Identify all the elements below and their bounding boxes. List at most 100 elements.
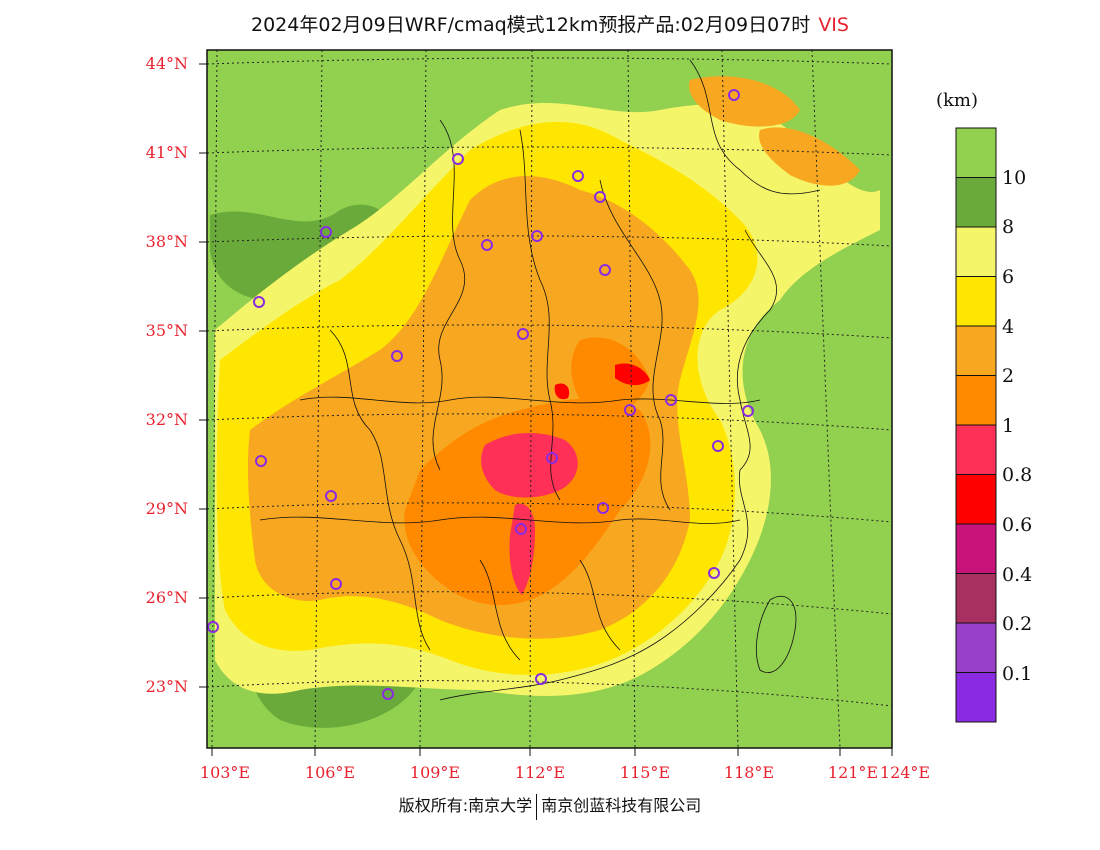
colorbar-swatch [955, 375, 997, 426]
lon-gridline [314, 50, 323, 748]
city-marker [517, 328, 529, 340]
colorbar-label: 10 [1002, 167, 1027, 189]
field-band-0.6km [615, 363, 650, 386]
copyright-right: 南京创蓝科技有限公司 [541, 796, 702, 815]
colorbar-label: 6 [1002, 266, 1015, 288]
colorbar-label: 4 [1002, 316, 1015, 338]
copyright-left: 版权所有:南京大学 [398, 796, 533, 815]
field-band-0.6km-central [554, 383, 570, 400]
boundaries [259, 59, 821, 701]
field-band-2km-northeast-coast [759, 127, 860, 186]
city-marker [391, 350, 403, 362]
city-marker [207, 621, 219, 633]
colorbar-label: 0.2 [1002, 613, 1033, 635]
axis-ticks [199, 63, 893, 756]
city-marker [325, 490, 337, 502]
province-boundary [329, 329, 431, 651]
city-marker [452, 153, 464, 165]
lon-gridline [627, 50, 636, 748]
province-boundary [689, 59, 821, 195]
colorbar-swatch [955, 573, 997, 624]
lon-label: 109°E [409, 763, 461, 782]
province-boundary [259, 516, 741, 524]
colorbar [955, 127, 997, 723]
city-marker [665, 394, 677, 406]
city-marker [481, 239, 493, 251]
visibility-field [207, 50, 892, 748]
field-band-2km-northeast [689, 76, 800, 127]
colorbar-swatch [955, 672, 997, 723]
lon-gridline [721, 50, 739, 748]
lon-gridline [811, 50, 841, 748]
city-marker [255, 455, 267, 467]
colorbar-label: 0.1 [1002, 663, 1033, 685]
city-marker [742, 405, 754, 417]
colorbar-label: 0.4 [1002, 564, 1033, 586]
city-marker [594, 191, 606, 203]
colorbar-swatch [955, 523, 997, 574]
colorbar-label: 0.8 [1002, 464, 1033, 486]
lat-label: 41°N [145, 143, 188, 162]
lon-gridline [529, 50, 533, 748]
lat-label: 29°N [145, 499, 188, 518]
city-marker [320, 226, 332, 238]
coastline [439, 229, 777, 701]
city-marker [708, 567, 720, 579]
colorbar-label: 0.6 [1002, 514, 1033, 536]
footer-separator [536, 793, 538, 820]
lon-label: 112°E [514, 763, 566, 782]
title-main: 2024年02月09日WRF/cmaq模式12km预报产品:02月09日07时 [251, 14, 811, 36]
colorbar-unit: (km) [936, 90, 979, 111]
lon-label: 124°E [879, 763, 931, 782]
city-marker [330, 578, 342, 590]
city-marker [728, 89, 740, 101]
field-band-0.8km [481, 433, 578, 498]
colorbar-label: 1 [1002, 415, 1015, 437]
province-boundary [599, 179, 671, 511]
city-marker [253, 296, 265, 308]
province-boundary [299, 396, 761, 404]
city-marker [515, 523, 527, 535]
city-marker [712, 440, 724, 452]
lon-label: 118°E [723, 763, 775, 782]
colorbar-swatch [955, 424, 997, 475]
lat-label: 38°N [145, 232, 188, 251]
lat-label: 23°N [145, 677, 188, 696]
colorbar-swatch [955, 325, 997, 376]
colorbar-label: 8 [1002, 216, 1015, 238]
colorbar-label: 2 [1002, 365, 1015, 387]
colorbar-swatch [955, 622, 997, 673]
province-boundary [479, 559, 521, 661]
lon-label: 115°E [619, 763, 671, 782]
lon-label: 121°E [827, 763, 879, 782]
field-band-1km-north [571, 337, 650, 414]
colorbar-swatch [955, 127, 997, 178]
title-variable: VIS [818, 14, 849, 36]
lat-label: 32°N [145, 410, 188, 429]
province-boundary [432, 119, 466, 471]
lon-label: 103°E [199, 763, 251, 782]
colorbar-swatch [955, 177, 997, 228]
city-marker [599, 264, 611, 276]
city-marker [624, 404, 636, 416]
taiwan-outline [755, 595, 797, 673]
city-marker [546, 452, 558, 464]
colorbar-swatch [955, 474, 997, 525]
province-boundary [579, 559, 621, 651]
city-marker [597, 502, 609, 514]
province-boundary [519, 129, 561, 501]
lat-label: 35°N [145, 321, 188, 340]
city-marker [531, 230, 543, 242]
colorbar-swatch [955, 226, 997, 277]
map-frame [206, 49, 893, 749]
city-marker [535, 673, 547, 685]
lat-label: 26°N [145, 588, 188, 607]
field-band-1km [404, 398, 651, 605]
lat-label: 44°N [145, 54, 188, 73]
colorbar-swatch [955, 276, 997, 327]
copyright-footer: 版权所有:南京大学 南京创蓝科技有限公司 [0, 792, 1100, 820]
city-marker [572, 170, 584, 182]
figure-title: 2024年02月09日WRF/cmaq模式12km预报产品:02月09日07时 V… [0, 10, 1100, 37]
